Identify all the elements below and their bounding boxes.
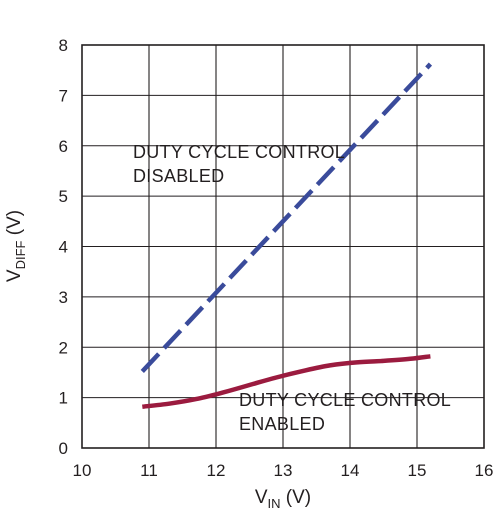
annotation-disabled-line1: DUTY CYCLE CONTROL — [133, 142, 345, 162]
y-axis-label-sub: DIFF — [13, 240, 28, 269]
y-tick-labels: 0 1 2 3 4 5 6 7 8 — [59, 36, 68, 458]
y-tick-label: 0 — [59, 439, 68, 458]
annotation-enabled-line2: ENABLED — [239, 414, 325, 434]
x-tick-label: 14 — [341, 461, 360, 480]
x-tick-label: 10 — [73, 461, 92, 480]
series-line-disabled — [140, 62, 433, 373]
x-axis-label-unit: (V) — [281, 487, 312, 508]
x-axis-label: VIN (V) — [255, 487, 311, 511]
grid — [82, 45, 484, 448]
y-tick-label: 6 — [59, 137, 68, 156]
y-tick-label: 2 — [59, 338, 68, 357]
x-axis-label-sub: IN — [268, 496, 281, 511]
y-axis-label-unit: (V) — [4, 210, 25, 241]
x-tick-label: 15 — [408, 461, 427, 480]
y-tick-label: 7 — [59, 86, 68, 105]
x-tick-label: 13 — [274, 461, 293, 480]
y-tick-label: 4 — [59, 238, 68, 257]
y-tick-label: 1 — [59, 389, 68, 408]
y-tick-label: 3 — [59, 288, 68, 307]
y-tick-label: 5 — [59, 187, 68, 206]
annotation-enabled-line1: DUTY CYCLE CONTROL — [239, 390, 451, 410]
series-line-enabled — [142, 354, 431, 409]
x-axis-label-main: V — [255, 487, 268, 508]
y-axis-label: VDIFF (V) — [4, 210, 28, 282]
series-layer — [140, 62, 433, 409]
y-axis-label-main: V — [4, 269, 25, 282]
x-tick-label: 12 — [207, 461, 226, 480]
x-tick-label: 11 — [140, 461, 158, 480]
y-tick-label: 8 — [59, 36, 68, 55]
plot-frame — [81, 44, 485, 449]
x-tick-label: 16 — [475, 461, 494, 480]
annotation-disabled-line2: DISABLED — [133, 166, 224, 186]
x-tick-labels: 10 11 12 13 14 15 16 — [73, 461, 494, 480]
